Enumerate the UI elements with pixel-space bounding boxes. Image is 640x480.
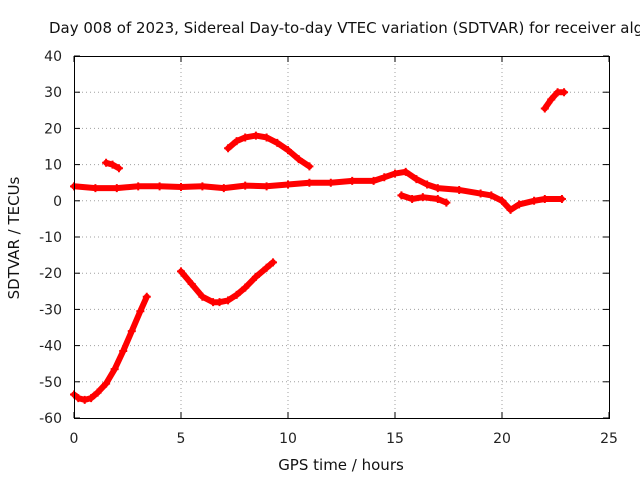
data-point <box>530 196 539 205</box>
data-point <box>348 176 357 185</box>
data-point <box>560 88 569 97</box>
data-point <box>423 180 432 189</box>
data-point <box>433 194 442 203</box>
y-tick-label: 10 <box>44 158 62 174</box>
data-point <box>119 347 128 356</box>
y-tick-label: -30 <box>39 302 62 318</box>
data-point <box>294 155 303 164</box>
data-point <box>142 292 151 301</box>
data-point <box>262 263 271 272</box>
y-axis-title: SDTVAR / TECUs <box>5 176 23 299</box>
data-point <box>251 131 260 140</box>
y-tick-label: 40 <box>44 49 62 65</box>
data-point <box>305 162 314 171</box>
data-point <box>198 182 207 191</box>
data-point <box>87 394 96 403</box>
data-point <box>251 272 260 281</box>
series-arc-2 <box>178 259 276 306</box>
data-point <box>408 194 417 203</box>
data-point <box>136 307 145 316</box>
data-point <box>433 184 442 193</box>
x-tick-label: 15 <box>386 431 404 447</box>
data-point <box>241 133 250 142</box>
data-point <box>74 394 83 403</box>
tick-labels: 0 5 10 15 20 25 -60 -50 -40 -30 -20 -10 0 10 20 30 40 <box>39 49 618 447</box>
data-point <box>198 292 207 301</box>
grid <box>73 55 610 419</box>
data-point <box>273 138 282 147</box>
chart-title: Day 008 of 2023, Sidereal Day-to-day VTE… <box>49 19 640 37</box>
data-point <box>232 290 241 299</box>
data-point <box>93 388 102 397</box>
data-point <box>418 193 427 202</box>
data-point <box>262 133 271 142</box>
data-point <box>284 146 292 155</box>
data-point <box>476 189 485 198</box>
data-point <box>498 196 506 205</box>
data-point <box>102 158 111 167</box>
x-tick-label: 25 <box>600 431 618 447</box>
data-point <box>155 182 164 191</box>
series-arc-5 <box>71 168 565 213</box>
data-point <box>269 258 278 267</box>
data-point <box>134 182 143 191</box>
data-point <box>80 395 89 404</box>
x-tick-label: 10 <box>279 431 297 447</box>
data-point <box>232 137 241 146</box>
y-tick-label: -20 <box>39 266 62 282</box>
data-point <box>540 104 549 113</box>
data-point <box>305 178 314 187</box>
data-point <box>224 144 233 153</box>
data-point <box>540 194 549 203</box>
series-arc-1 <box>71 293 150 403</box>
x-tick-label: 0 <box>70 431 79 447</box>
data-point <box>187 280 196 289</box>
data-point <box>127 327 136 336</box>
data-point <box>241 283 250 292</box>
data-point <box>177 267 185 276</box>
y-tick-label: 20 <box>44 121 62 137</box>
data-point <box>219 184 228 193</box>
data-point <box>326 178 335 187</box>
plot-frame <box>74 56 610 419</box>
y-tick-label: 30 <box>44 85 62 101</box>
x-axis-title: GPS time / hours <box>278 456 404 474</box>
data-point <box>215 298 224 307</box>
data-point <box>110 365 119 374</box>
data-point <box>112 184 121 193</box>
data-point <box>547 95 556 104</box>
y-tick-label: -50 <box>39 375 62 391</box>
data-point <box>412 175 421 184</box>
y-tick-label: -40 <box>39 339 62 355</box>
data-point <box>284 180 292 189</box>
data-point <box>557 194 566 203</box>
data-point <box>506 205 515 214</box>
data-point <box>369 176 378 185</box>
y-tick-label: -60 <box>39 411 62 427</box>
x-tick-label: 20 <box>493 431 511 447</box>
data-point <box>380 173 389 182</box>
data-point <box>108 160 117 169</box>
series-group <box>70 88 569 404</box>
data-point <box>114 164 123 173</box>
x-tick-label: 5 <box>177 431 186 447</box>
data-point <box>91 184 100 193</box>
data-point <box>455 185 464 194</box>
data-point <box>262 182 271 191</box>
data-point <box>241 181 250 190</box>
data-point <box>442 198 451 207</box>
data-point <box>401 167 410 176</box>
y-tick-label: -10 <box>39 230 62 246</box>
data-point <box>391 169 399 178</box>
data-point <box>224 296 233 305</box>
data-point <box>177 183 185 192</box>
data-point <box>515 200 524 209</box>
data-point <box>102 379 111 388</box>
y-tick-label: 0 <box>53 194 62 210</box>
data-point <box>487 191 496 200</box>
data-point <box>397 191 406 200</box>
